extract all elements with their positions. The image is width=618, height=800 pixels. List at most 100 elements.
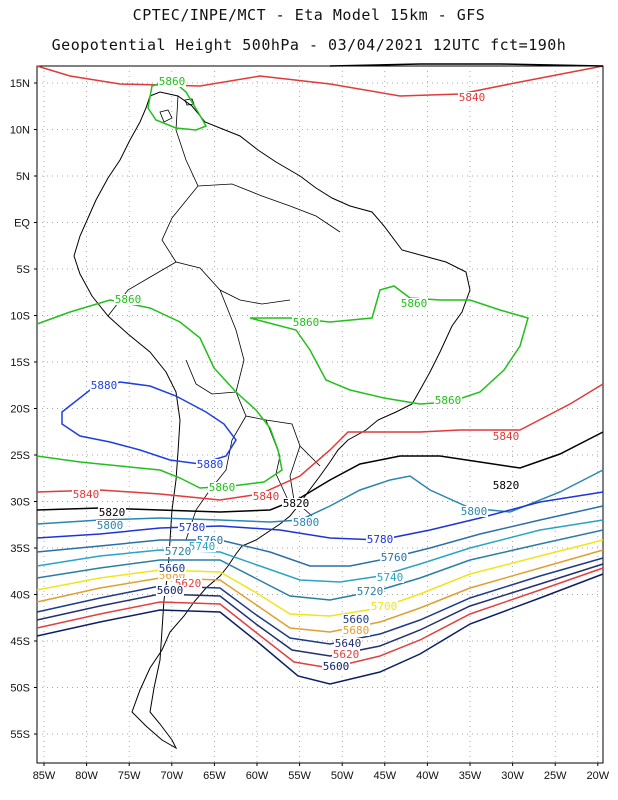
contour-label-5860: 5860 (293, 316, 320, 329)
coastlines-borders (73, 91, 471, 750)
contour-5700-main (36, 539, 604, 617)
contour-label-bg (174, 578, 202, 589)
contour-label-5840: 5840 (493, 430, 520, 443)
contour-label-5820: 5820 (493, 479, 520, 492)
contour-label-5860: 5860 (115, 293, 142, 306)
contour-label-bg (400, 298, 428, 309)
contour-label-bg (164, 546, 192, 557)
lon-tick-label: 20W (586, 770, 609, 782)
contour-label-bg (96, 520, 124, 531)
contour-label-bg (292, 517, 320, 528)
contour-label-bg (90, 380, 118, 391)
contour-5620-main (36, 567, 604, 669)
contour-5640-main (36, 563, 604, 657)
lat-tick-label: 50S (10, 683, 30, 695)
contour-5740-main (36, 519, 604, 583)
contour-label-bg (332, 649, 360, 660)
lat-tick-label: 55S (10, 729, 30, 741)
contour-label-bg (196, 535, 224, 546)
lon-tick-label: 70W (160, 770, 183, 782)
map-title-line2: Geopotential Height 500hPa - 03/04/2021 … (51, 36, 567, 54)
contour-label-5640: 5640 (335, 637, 362, 650)
lat-tick-label: 15S (10, 357, 30, 369)
contour-label-bg (292, 317, 320, 328)
lat-tick-label: 5N (16, 171, 30, 183)
contour-5760-main (36, 505, 604, 567)
contour-label-5820: 5820 (283, 497, 310, 510)
longitude-tick-labels: 85W 80W 75W 70W 65W 60W 55W 50W 45W 40W 35W 30W 25W 2… (33, 763, 610, 782)
contour-5660-main (36, 557, 604, 645)
south-america-coastline (73, 91, 471, 750)
contour-label-bg (252, 491, 280, 502)
lon-tick-label: 30W (501, 770, 524, 782)
contour-label-5840: 5840 (253, 490, 280, 503)
contour-5860-west (36, 299, 283, 489)
contour-label-5860: 5860 (159, 75, 186, 88)
contour-label-5600: 5600 (323, 660, 350, 673)
lat-tick-label: 40S (10, 590, 30, 602)
contour-label-5680: 5680 (343, 624, 370, 637)
contour-label-bg (342, 625, 370, 636)
contour-label-bg (460, 506, 488, 517)
contour-5800-main (36, 469, 604, 525)
contour-label-bg (342, 614, 370, 625)
contour-5860-east (249, 285, 529, 405)
lat-tick-label: 15N (10, 78, 30, 90)
contour-label-5800: 5800 (293, 516, 320, 529)
contour-label-5780: 5780 (179, 521, 206, 534)
contour-5720-main (36, 529, 604, 601)
lon-tick-label: 60W (246, 770, 269, 782)
contour-label-bg (178, 522, 206, 533)
map-frame (36, 65, 604, 764)
country-borders (107, 95, 341, 541)
contour-label-bg (114, 294, 142, 305)
contour-label-bg (208, 482, 236, 493)
contour-label-bg (98, 507, 126, 518)
contour-5680-main (36, 549, 604, 633)
contour-label-bg (492, 480, 520, 491)
contour-label-bg (356, 586, 384, 597)
lon-tick-label: 25W (544, 770, 567, 782)
lat-tick-label: 10S (10, 311, 30, 323)
contour-label-5760: 5760 (381, 551, 408, 564)
contour-label-bg (434, 395, 462, 406)
contour-label-bg (282, 498, 310, 509)
contour-5820-north (329, 63, 604, 67)
lat-tick-label: 25S (10, 450, 30, 462)
contour-label-5660: 5660 (159, 562, 186, 575)
lon-tick-label: 45W (373, 770, 396, 782)
lon-tick-label: 55W (288, 770, 311, 782)
contour-5600-main (36, 573, 604, 685)
contour-label-5840: 5840 (73, 488, 100, 501)
map-title-line1: CPTEC/INPE/MCT - Eta Model 15km - GFS (132, 6, 486, 24)
contour-label-bg (158, 76, 186, 87)
contour-label-5800: 5800 (461, 505, 488, 518)
contour-label-bg (188, 541, 216, 552)
contour-label-5880: 5880 (91, 379, 118, 392)
contour-label-5860: 5860 (435, 394, 462, 407)
contour-lines (36, 63, 604, 685)
contour-5780-main (36, 491, 604, 541)
contour-5840-main (36, 383, 604, 501)
lat-tick-label: EQ (14, 218, 30, 230)
contour-label-bg (158, 563, 186, 574)
contour-label-5740: 5740 (189, 540, 216, 553)
contour-label-bg (370, 601, 398, 612)
contour-label-5820: 5820 (99, 506, 126, 519)
contour-label-5800: 5800 (97, 519, 124, 532)
lon-tick-label: 35W (459, 770, 482, 782)
lat-tick-label: 5S (17, 264, 30, 276)
latitude-tick-labels: 15N 10N 5N EQ 5S 10S 15S 20S 25S 30S 35S 40S 45S 50S 5… (10, 78, 37, 741)
contour-label-5880: 5880 (197, 458, 224, 471)
lat-tick-label: 35S (10, 543, 30, 555)
contour-label-bg (158, 570, 186, 581)
contour-label-5700: 5700 (371, 600, 398, 613)
contour-label-5740: 5740 (377, 571, 404, 584)
lat-tick-label: 10N (10, 125, 30, 137)
lon-tick-label: 50W (331, 770, 354, 782)
lon-tick-label: 65W (203, 770, 226, 782)
contour-5820-main (36, 431, 604, 513)
contour-label-bg (334, 638, 362, 649)
contour-label-5780: 5780 (367, 533, 394, 546)
